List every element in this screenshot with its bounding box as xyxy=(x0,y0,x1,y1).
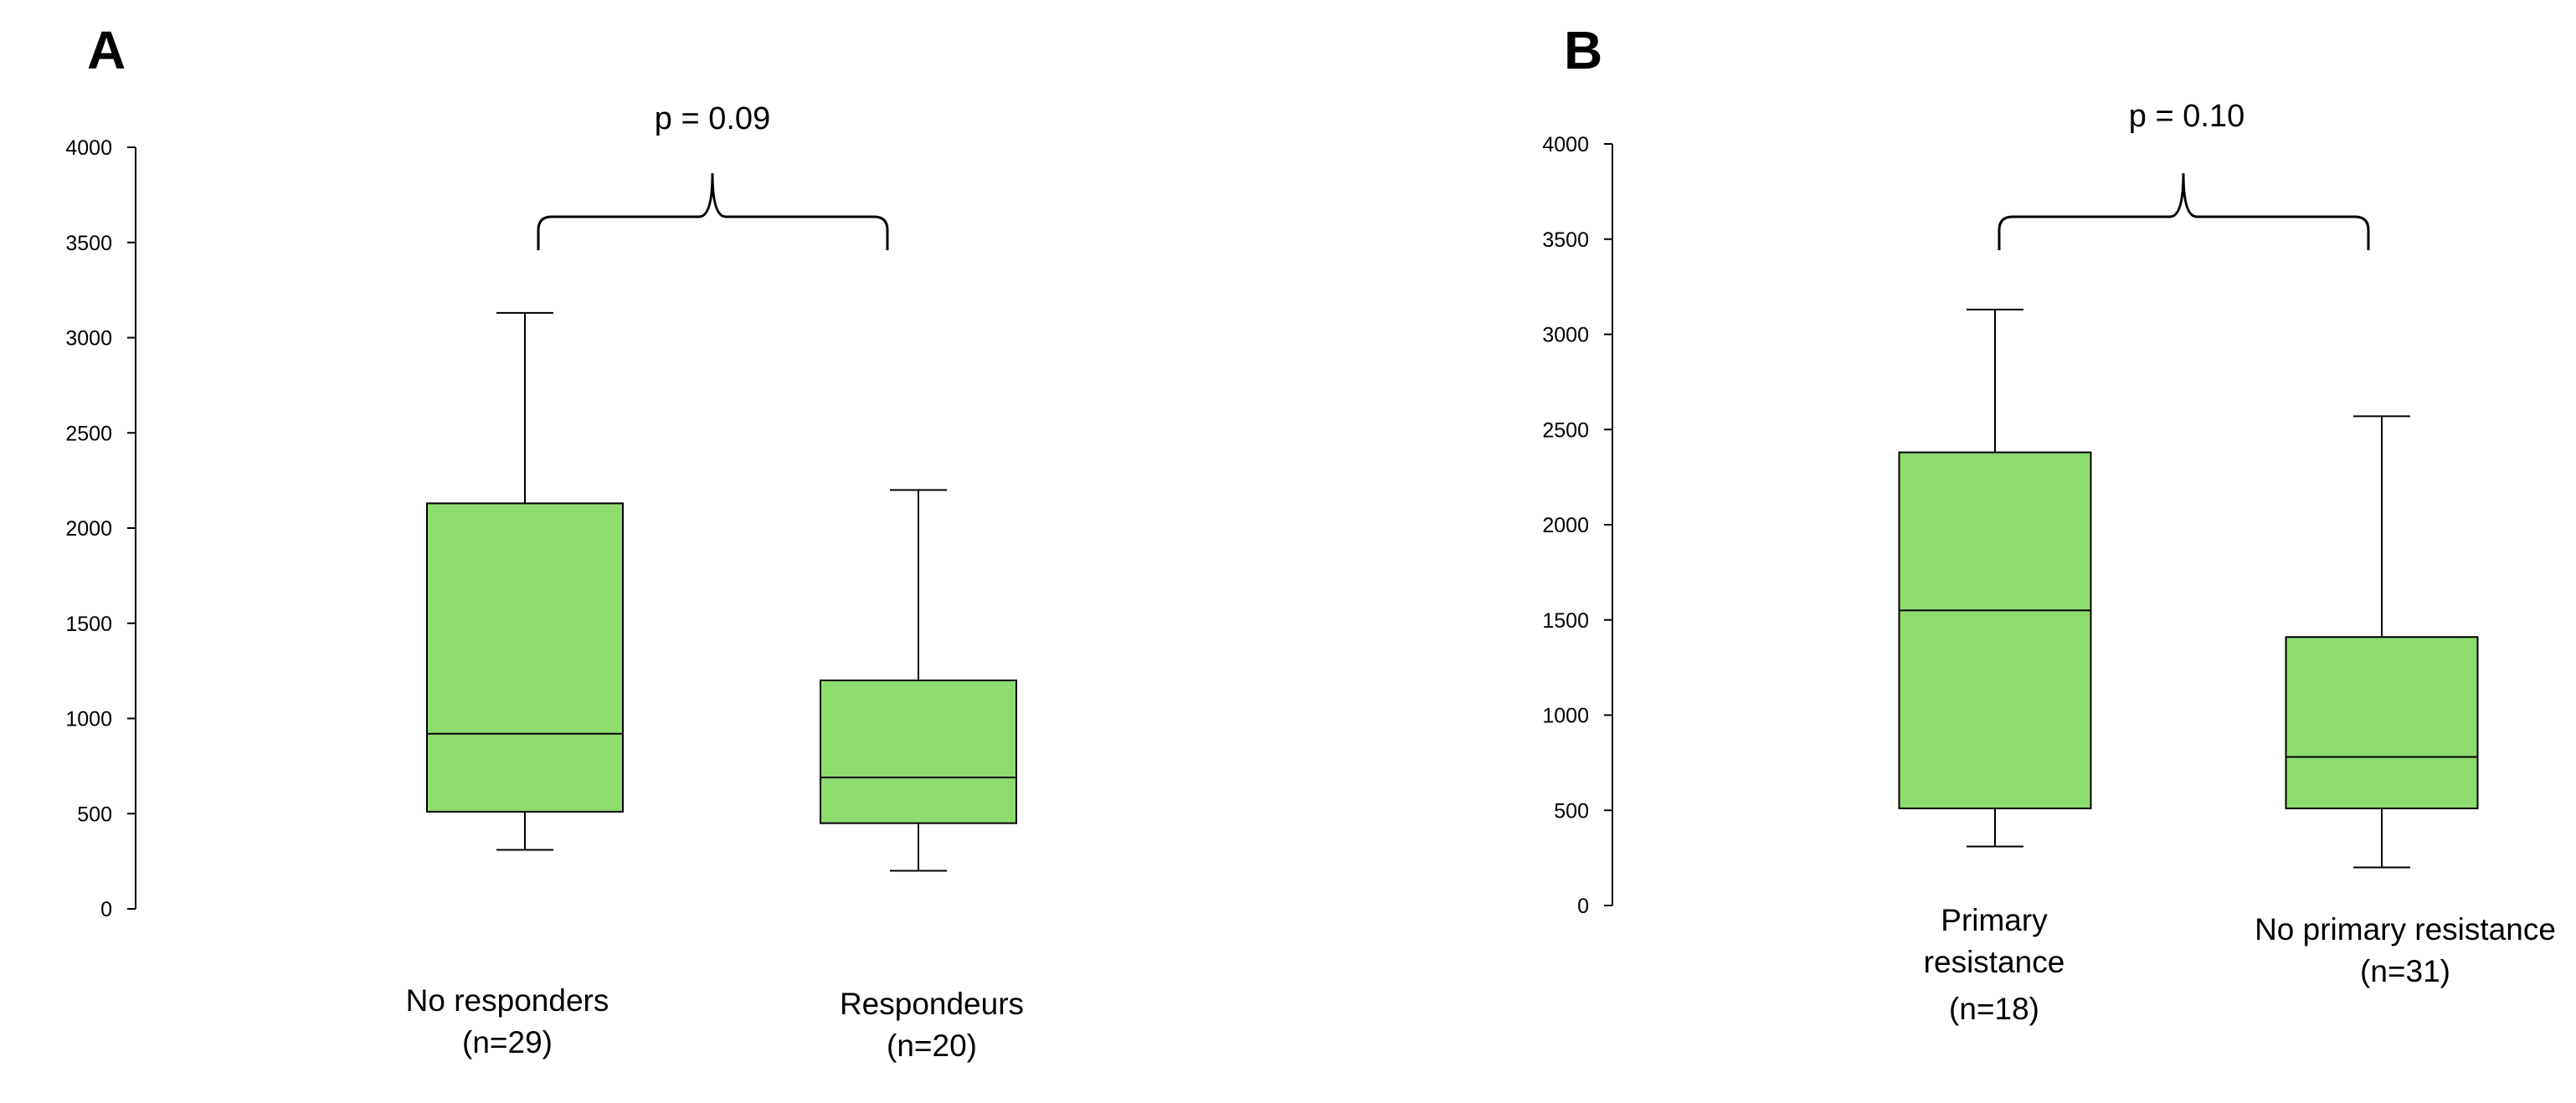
iqr-box xyxy=(820,680,1017,824)
panel-letter: B xyxy=(1564,20,1602,80)
category-label: (n=31) xyxy=(2360,954,2450,988)
y-tick-label: 1500 xyxy=(65,613,112,636)
iqr-box xyxy=(1898,451,2092,809)
category-label: Respondeurs xyxy=(840,987,1024,1021)
y-tick-label: 1500 xyxy=(1542,609,1589,633)
y-tick-label: 3000 xyxy=(1542,324,1589,347)
category-label: (n=29) xyxy=(462,1025,553,1059)
y-tick-label: 500 xyxy=(1554,799,1589,823)
iqr-box xyxy=(2285,636,2479,809)
category-label: (n=18) xyxy=(1949,992,2039,1026)
category-label: No primary resistance xyxy=(2255,912,2556,947)
p-value-label: p = 0.10 xyxy=(2129,99,2244,134)
box-plot-2 xyxy=(2285,415,2479,869)
y-tick-label: 2500 xyxy=(1542,418,1589,442)
y-tick-label: 4000 xyxy=(65,136,112,160)
significance-brace xyxy=(1998,172,2370,250)
box-plot-2 xyxy=(820,489,1017,872)
significance-brace xyxy=(537,172,889,250)
p-value-label: p = 0.09 xyxy=(655,101,770,136)
category-label: (n=20) xyxy=(887,1029,977,1063)
box-plot-1 xyxy=(426,311,624,851)
category-label: No responders xyxy=(406,983,609,1018)
y-tick-label: 1000 xyxy=(65,708,112,731)
panel-a: A 0 500 1000 1500 2000 2500 3000 3500 4000 No resp… xyxy=(65,20,1024,1063)
iqr-box xyxy=(426,502,624,813)
panel-b: B 0 500 1000 1500 2000 2500 3000 3500 4000 Primary… xyxy=(1542,20,2556,1026)
category-label: resistance xyxy=(1924,945,2065,979)
y-tick-label: 500 xyxy=(77,803,112,826)
panel-letter: A xyxy=(87,20,126,80)
y-tick-label: 4000 xyxy=(1542,133,1589,156)
y-tick-label: 0 xyxy=(1577,895,1589,918)
y-tick-label: 0 xyxy=(100,898,112,921)
y-tick-label: 3500 xyxy=(1542,228,1589,252)
category-label: Primary xyxy=(1941,903,2048,937)
y-tick-label: 2000 xyxy=(65,517,112,541)
y-tick-label: 2000 xyxy=(1542,514,1589,537)
y-tick-label: 2500 xyxy=(65,422,112,445)
box-plot-1 xyxy=(1898,308,2092,848)
y-tick-label: 3000 xyxy=(65,327,112,351)
y-tick-label: 1000 xyxy=(1542,705,1589,728)
y-tick-label: 3500 xyxy=(65,232,112,255)
